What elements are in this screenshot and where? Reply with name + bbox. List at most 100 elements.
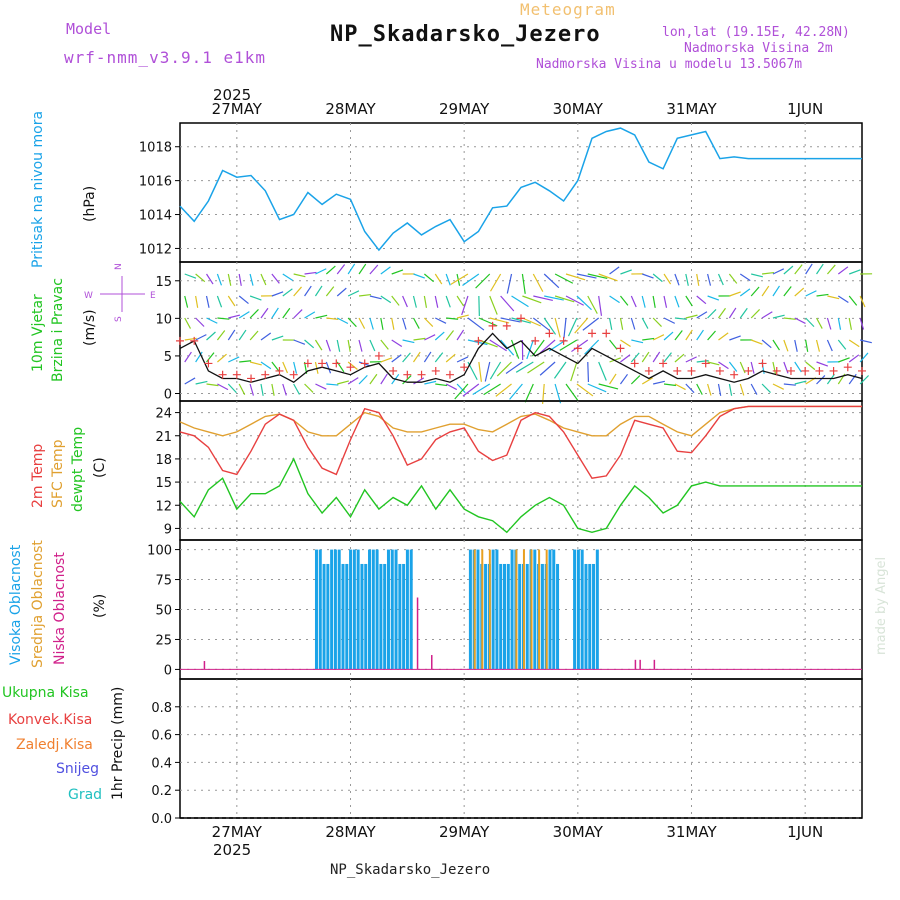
day-label-top: 1JUN	[787, 100, 823, 118]
wind-arrow	[347, 377, 359, 385]
wind-arrow	[642, 337, 655, 341]
wind-arrow	[228, 314, 241, 319]
wind-arrow	[620, 354, 631, 363]
wind-arrow	[249, 361, 262, 366]
wind-gust-marker	[715, 366, 724, 375]
wind-arrow	[293, 383, 301, 395]
wind-arrow	[576, 295, 592, 311]
wind-gust-marker	[204, 359, 213, 368]
compass-w: W	[84, 291, 93, 301]
wind-arrow	[751, 273, 763, 278]
wind-gust-marker	[602, 329, 611, 338]
wind-arrow	[391, 295, 400, 306]
wind-arrow	[227, 329, 236, 341]
wind-arrow	[282, 288, 293, 297]
wind-arrow	[515, 361, 534, 373]
wind-arrow	[450, 273, 469, 285]
wind-arrow	[619, 295, 629, 306]
wind-arrow	[717, 273, 724, 286]
wind-arrow	[402, 375, 412, 385]
wind-arrow	[391, 269, 404, 275]
y-tick-label: 10	[155, 312, 172, 327]
wind-arrow	[489, 339, 507, 352]
wind-arrow	[413, 273, 425, 279]
wind-gust-marker	[218, 370, 227, 379]
wind-arrow	[783, 361, 789, 374]
cloud-high-bar	[525, 563, 529, 670]
wind-arrow	[761, 383, 771, 393]
wind-arrow	[543, 273, 560, 289]
cloud-high-bar	[345, 563, 349, 670]
wind-arrow	[674, 330, 683, 341]
wind-arrow	[739, 273, 751, 282]
wind-arrow	[805, 317, 815, 328]
wind-gust-marker	[332, 359, 341, 368]
panel-frame-precip	[179, 678, 863, 819]
cloud-high-bar	[322, 563, 326, 670]
wind-gust-marker	[701, 359, 710, 368]
wind-arrow	[609, 373, 617, 385]
cloud-high-bar	[595, 549, 599, 670]
wind-arrow	[206, 331, 216, 341]
cloud-high-bar	[390, 549, 394, 670]
wind-arrow	[685, 273, 689, 286]
cloud-high-bar	[333, 549, 337, 670]
wind-arrow	[293, 286, 302, 297]
wind-arrow	[402, 352, 411, 363]
wind-gust-marker	[829, 366, 838, 375]
wind-arrow	[315, 383, 327, 390]
wind-arrow	[380, 373, 388, 385]
wind-arrow	[718, 361, 729, 370]
y-tick-label: 1016	[139, 175, 172, 190]
wind-arrow	[358, 339, 363, 352]
wind-gust-marker	[176, 336, 184, 345]
wind-gust-marker	[659, 359, 668, 368]
wind-arrow	[794, 361, 802, 373]
wind-arrow	[554, 383, 562, 404]
wind-arrow	[282, 383, 287, 396]
wind-arrow	[423, 317, 434, 327]
wind-arrow	[456, 383, 466, 394]
wind-arrow	[696, 383, 703, 395]
wind-arrow	[750, 286, 760, 297]
wind-arrow	[750, 383, 758, 395]
wind-arrow	[195, 334, 207, 341]
wind-arrow	[554, 317, 561, 338]
cloud-low-bar	[431, 655, 433, 670]
cloud-high-bar	[330, 549, 334, 670]
cloud-high-bar	[552, 549, 556, 670]
y-tick-label: 12	[155, 499, 172, 514]
wind-arrow	[739, 361, 746, 374]
wind-arrow	[369, 295, 382, 300]
wind-arrow	[445, 295, 451, 308]
wind-arrow	[653, 380, 665, 385]
cloud-high-bar	[576, 549, 580, 670]
wind-arrow	[539, 339, 556, 354]
wind-arrow	[794, 380, 807, 385]
cloud-mid-bar	[522, 549, 525, 670]
y-tick-label: 15	[155, 476, 172, 491]
wind-gust-marker	[318, 359, 327, 368]
wind-arrow	[783, 383, 796, 386]
wind-arrow	[423, 273, 434, 283]
cloud-high-bar	[356, 549, 360, 670]
wind-arrow	[505, 361, 523, 374]
wind-arrow	[249, 295, 262, 301]
wind-arrow	[582, 317, 600, 331]
wind-arrow	[728, 383, 733, 396]
cloud-mid-bar	[545, 549, 548, 670]
cloud-high-bar	[360, 563, 364, 670]
wind-arrow	[718, 332, 729, 341]
wind-arrow	[750, 361, 755, 374]
wind-arrow	[423, 351, 432, 363]
wind-arrow	[380, 339, 389, 350]
wind-arrow	[260, 273, 267, 286]
wind-arrow	[630, 352, 640, 363]
wind-arrow	[826, 339, 833, 352]
wind-arrow	[315, 268, 327, 275]
wind-arrow	[271, 291, 284, 297]
compass-n: N	[114, 263, 124, 270]
cloud-high-bar	[402, 563, 406, 670]
wind-arrow	[228, 356, 240, 363]
wind-arrow	[598, 295, 603, 316]
